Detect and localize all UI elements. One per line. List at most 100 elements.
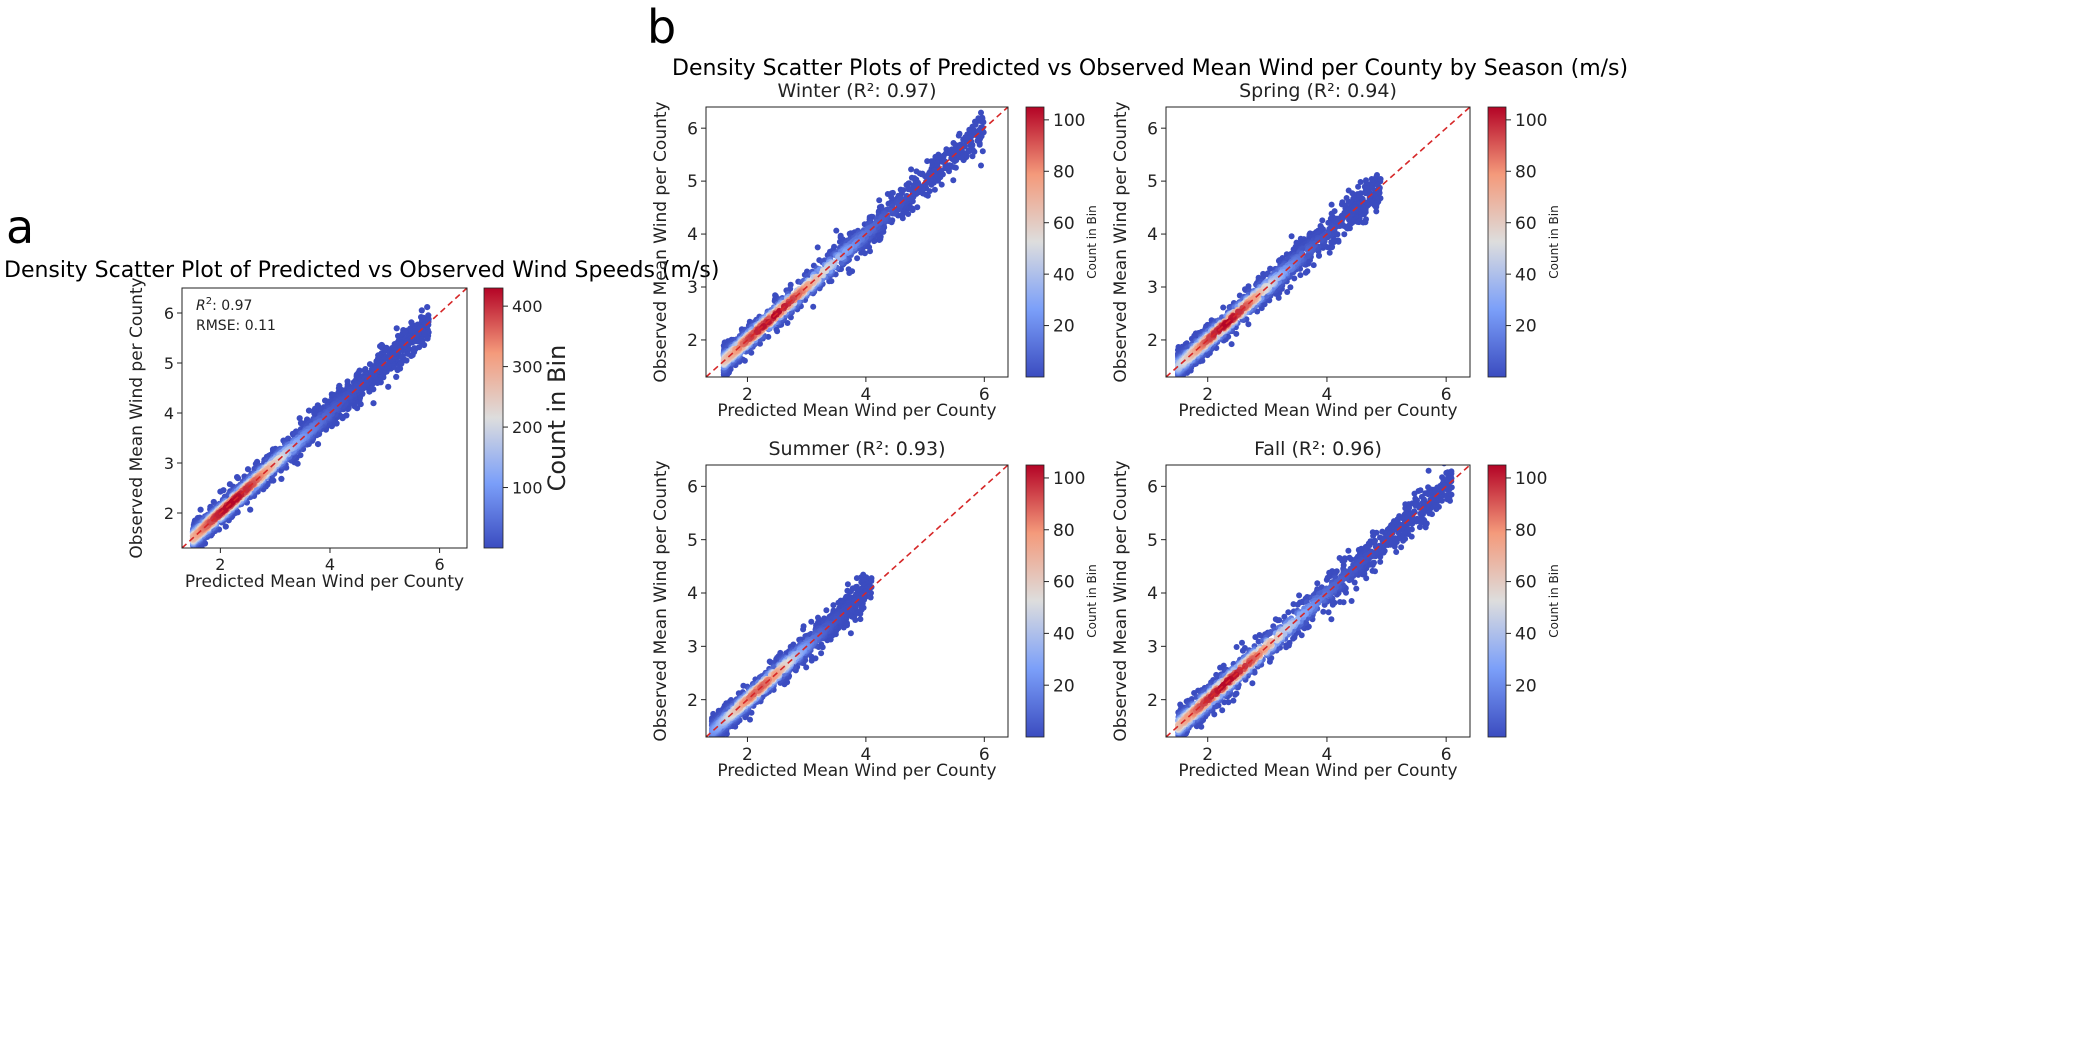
- data-point: [950, 177, 957, 184]
- data-point: [747, 716, 753, 723]
- x-tick-label: 4: [860, 385, 871, 405]
- y-axis-label-winter: Observed Mean Wind per County: [651, 101, 671, 382]
- data-point: [845, 266, 852, 273]
- data-point: [197, 506, 204, 513]
- colorbar-tick-label: 200: [512, 418, 543, 437]
- colorbar-tick-label: 40: [1515, 265, 1537, 285]
- data-point: [1245, 321, 1252, 328]
- data-point: [1373, 208, 1380, 215]
- data-point: [1326, 249, 1333, 256]
- data-point: [908, 166, 915, 173]
- data-point: [814, 244, 821, 251]
- data-point: [1228, 341, 1235, 348]
- r2-value: : 0.97: [212, 298, 252, 314]
- data-point: [190, 549, 196, 555]
- data-point: [425, 318, 432, 325]
- data-point: [898, 190, 905, 197]
- data-point: [709, 740, 715, 746]
- data-point: [370, 400, 377, 407]
- colorbar-label-overall: Count in Bin: [543, 345, 571, 492]
- y-tick-label: 6: [687, 119, 698, 139]
- data-point: [424, 304, 431, 311]
- data-point: [972, 121, 979, 128]
- data-point: [848, 588, 854, 595]
- y-tick-label: 5: [164, 354, 174, 373]
- hexbin-points-summer: [708, 571, 875, 750]
- colorbar-spring: [1487, 106, 1507, 378]
- y-axis-label-spring: Observed Mean Wind per County: [1111, 101, 1131, 382]
- data-point: [719, 738, 725, 744]
- data-point: [385, 383, 392, 390]
- y-tick-label: 4: [164, 404, 174, 423]
- rmse-annotation: RMSE: 0.11: [196, 318, 276, 334]
- hexbin-points-spring: [1174, 172, 1384, 383]
- r2-superscript: 2: [206, 296, 212, 307]
- data-point: [710, 740, 716, 746]
- y-tick-label: 5: [687, 172, 698, 192]
- data-point: [823, 607, 830, 614]
- hexbin-points-overall: [189, 304, 432, 555]
- data-point: [931, 186, 938, 193]
- colorbar-winter: [1025, 106, 1045, 378]
- colorbar-tick-label: 80: [1515, 162, 1537, 182]
- data-point: [1341, 231, 1348, 238]
- x-tick-label: 6: [1441, 385, 1452, 405]
- data-point: [773, 326, 780, 333]
- data-point: [393, 325, 400, 332]
- reference-line-spring: [1165, 106, 1471, 378]
- data-point: [1284, 289, 1291, 295]
- data-point: [1328, 201, 1335, 208]
- data-point: [296, 415, 303, 422]
- colorbar-tick-label: 100: [1515, 111, 1547, 131]
- colorbar-tick-label: 80: [1053, 162, 1075, 182]
- plot-frame-spring: [1165, 106, 1471, 378]
- data-point: [711, 740, 717, 746]
- r2-symbol: R: [196, 298, 206, 314]
- data-point: [914, 204, 921, 211]
- data-point: [978, 109, 984, 116]
- data-point: [1220, 304, 1227, 311]
- subplot-title-winter: Winter (R²: 0.97): [777, 80, 936, 102]
- figure-b-title: Density Scatter Plots of Predicted vs Ob…: [672, 56, 1629, 81]
- data-point: [720, 740, 726, 746]
- data-point: [710, 737, 716, 743]
- x-axis-label-overall: Predicted Mean Wind per County: [185, 572, 464, 592]
- data-point: [968, 138, 974, 145]
- data-point: [830, 602, 837, 609]
- colorbar-tick-label: 40: [1053, 265, 1075, 285]
- data-point: [923, 178, 930, 185]
- data-point: [222, 523, 229, 530]
- colorbar-tick-label: 60: [1053, 214, 1075, 234]
- x-tick-label: 2: [1202, 385, 1213, 405]
- y-tick-label: 2: [164, 504, 174, 523]
- colorbar-label-spring: Count in Bin: [1547, 205, 1561, 278]
- data-point: [393, 373, 400, 380]
- y-tick-label: 3: [687, 278, 698, 298]
- data-point: [278, 475, 285, 482]
- y-tick-label: 2: [687, 331, 698, 351]
- r2-annotation: R2: 0.97: [196, 296, 252, 314]
- data-point: [721, 737, 727, 743]
- data-point: [955, 132, 962, 139]
- data-point: [833, 227, 840, 234]
- colorbar-tick-label: 400: [512, 297, 543, 316]
- data-point: [1178, 377, 1184, 383]
- data-point: [713, 737, 719, 743]
- colorbar-overall: [483, 287, 504, 549]
- data-point: [847, 630, 854, 637]
- y-tick-label: 5: [1147, 172, 1158, 192]
- data-point: [876, 197, 883, 204]
- data-point: [1288, 233, 1295, 240]
- data-point: [709, 744, 715, 750]
- plot-frame-overall: [181, 287, 468, 549]
- data-point: [854, 255, 861, 262]
- x-tick-label: 6: [435, 555, 445, 574]
- data-point: [1297, 272, 1304, 279]
- data-point: [980, 119, 987, 126]
- hexbin-points-winter: [720, 109, 987, 377]
- data-point: [1357, 179, 1364, 185]
- colorbar-tick-label: 20: [1515, 317, 1537, 337]
